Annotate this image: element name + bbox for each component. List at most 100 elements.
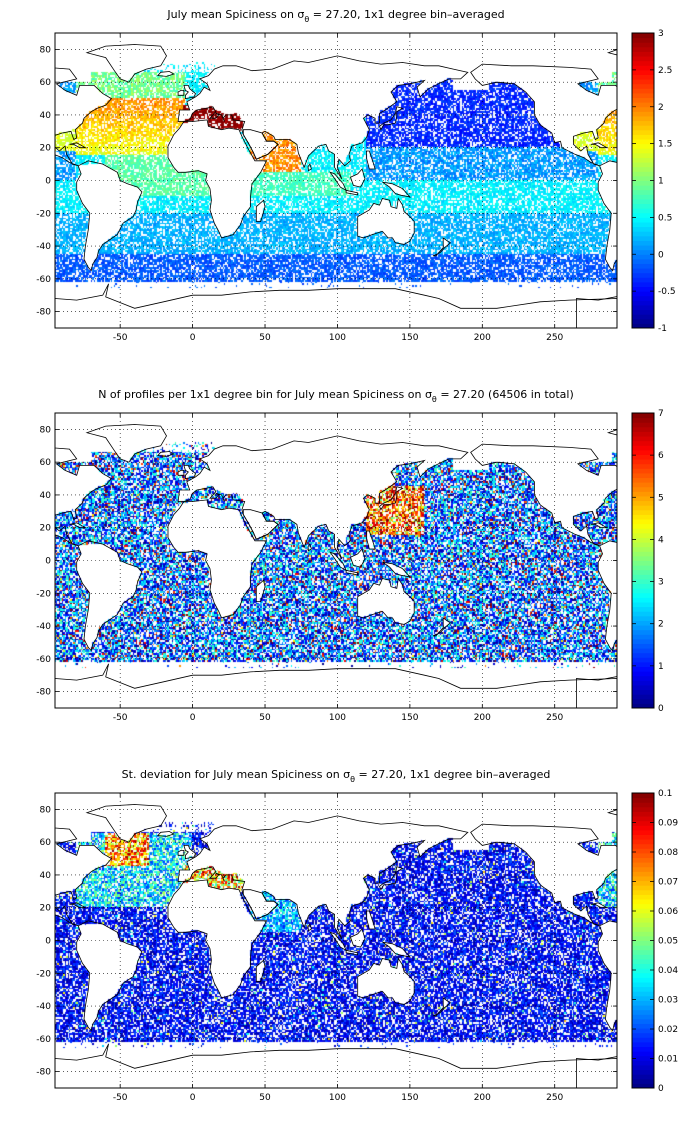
colorbar-swatch — [632, 578, 654, 585]
y-tick-label: 40 — [40, 871, 52, 881]
colorbar-swatch — [632, 926, 654, 932]
x-tick-label: 250 — [546, 333, 563, 343]
coast-cuba — [69, 522, 87, 529]
colorbar-tick-label: 0.05 — [658, 937, 678, 947]
colorbar-swatch — [632, 495, 654, 502]
colorbar-tick-label: 0.1 — [658, 789, 672, 799]
coast-sriLanka — [307, 923, 312, 932]
colorbar-swatch — [632, 413, 654, 419]
coast-africa — [167, 499, 268, 619]
colorbar-swatch — [632, 189, 654, 195]
colorbar-swatch — [632, 675, 654, 681]
colorbar-swatch — [632, 648, 654, 654]
coast-borneo — [350, 168, 366, 188]
coast-newGuinea — [382, 561, 411, 578]
colorbar: 0 1 2 3 4 5 6 7 — [631, 409, 664, 714]
colorbar-tick-label: -0.5 — [658, 287, 676, 297]
colorbar-swatch — [632, 643, 654, 649]
colorbar-swatch — [632, 422, 654, 428]
colorbar-swatch — [632, 459, 654, 465]
colorbar-swatch — [632, 968, 654, 974]
coast-northAmerica — [55, 67, 113, 167]
colorbar-swatch — [632, 625, 654, 631]
colorbar-swatch — [632, 477, 654, 483]
colorbar-swatch — [632, 208, 654, 214]
colorbar-swatch — [632, 83, 654, 89]
x-tick-label: -50 — [113, 333, 128, 343]
colorbar-swatch — [632, 268, 654, 274]
colorbar-swatch — [632, 431, 654, 437]
colorbar-swatch — [632, 304, 654, 311]
colorbar-swatch — [632, 445, 654, 451]
colorbar-swatch — [632, 537, 654, 543]
grid — [55, 793, 617, 1088]
colorbar-swatch — [632, 848, 654, 854]
coast-sriLanka — [307, 163, 312, 172]
panel-title-sub: θ — [350, 775, 355, 784]
panel-3: St. deviation for July mean Spiciness on… — [36, 768, 696, 1103]
coast-borneo — [350, 548, 366, 568]
colorbar-swatch — [632, 1023, 654, 1029]
x-tick-label: 150 — [401, 1093, 418, 1103]
colorbar-swatch — [632, 486, 654, 492]
colorbar-swatch — [632, 212, 654, 218]
colorbar-swatch — [632, 226, 654, 232]
y-tick-label: -40 — [36, 1002, 51, 1012]
coast-arabiaOutline — [242, 509, 279, 540]
coast-africa — [689, 880, 696, 998]
panel-title-post: = 27.20, 1x1 degree bin–averaged — [355, 768, 550, 781]
colorbar: -1 -0.5 0 0.5 1 1.5 2 2.5 3 — [631, 29, 676, 334]
panel-title: July mean Spiciness on σθ = 27.20, 1x1 d… — [166, 8, 504, 24]
colorbar-swatch — [632, 166, 654, 172]
colorbar-swatch — [632, 139, 654, 145]
colorbar-swatch — [632, 995, 654, 1001]
panel-2: N of profiles per 1x1 degree bin for Jul… — [36, 388, 664, 723]
colorbar-swatch — [632, 519, 654, 525]
colorbar-swatch — [632, 291, 654, 297]
y-tick-label: 80 — [40, 45, 52, 55]
coast-australia — [357, 957, 415, 1005]
colorbar-tick-label: 0.07 — [658, 878, 678, 888]
colorbar-swatch — [632, 162, 654, 168]
coast-northAmerica — [55, 827, 113, 927]
x-tick-label: -50 — [113, 1093, 128, 1103]
y-tick-label: 0 — [45, 557, 51, 567]
colorbar-swatch — [632, 694, 654, 700]
colorbar-tick-label: 0 — [658, 704, 664, 714]
colorbar-swatch — [632, 528, 654, 534]
colorbar-tick-label: 1.5 — [658, 140, 672, 150]
colorbar-swatch — [632, 972, 654, 978]
colorbar-swatch — [632, 963, 654, 969]
colorbar-swatch — [632, 917, 654, 923]
colorbar-tick-label: 0.09 — [658, 819, 678, 829]
colorbar-swatch — [632, 454, 654, 460]
colorbar-swatch — [632, 875, 654, 882]
colorbar-swatch — [632, 546, 654, 552]
colorbar-swatch — [632, 1009, 654, 1015]
colorbar-swatch — [632, 175, 654, 181]
colorbar-swatch — [632, 542, 654, 548]
coast-java — [345, 189, 359, 196]
colorbar-swatch — [632, 491, 654, 497]
coast-southAmerica — [76, 540, 143, 652]
colorbar-swatch — [632, 235, 654, 241]
coast-newGuinea — [382, 181, 411, 198]
colorbar-swatch — [632, 620, 654, 626]
coast-arabiaOutline — [242, 889, 279, 920]
y-tick-label: 60 — [40, 458, 52, 468]
coastlines — [55, 804, 696, 1088]
y-tick-label: 0 — [45, 177, 51, 187]
grid — [55, 33, 617, 328]
colorbar-swatch — [632, 871, 654, 877]
colorbar-swatch — [632, 657, 654, 663]
x-tick-label: 250 — [546, 1093, 563, 1103]
coast-uk — [183, 85, 196, 100]
coast-ireland — [177, 90, 185, 96]
colorbar-swatch — [632, 1046, 654, 1052]
colorbar-tick-label: 0.5 — [658, 213, 672, 223]
colorbar-swatch — [632, 565, 654, 571]
colorbar-swatch — [632, 652, 654, 658]
coast-eurasia — [177, 435, 469, 560]
colorbar-swatch — [632, 440, 654, 446]
